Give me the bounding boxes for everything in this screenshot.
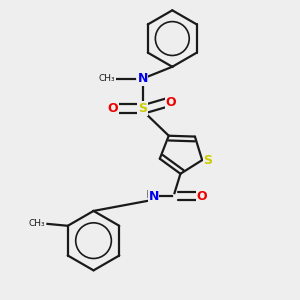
Text: O: O <box>166 96 176 109</box>
Text: O: O <box>197 190 207 202</box>
Text: N: N <box>137 72 148 85</box>
Text: CH₃: CH₃ <box>99 74 115 83</box>
Text: H: H <box>146 190 153 200</box>
Text: N: N <box>148 190 159 202</box>
Text: O: O <box>107 102 118 115</box>
Text: S: S <box>138 102 147 115</box>
Text: S: S <box>203 154 212 166</box>
Text: CH₃: CH₃ <box>28 219 45 228</box>
